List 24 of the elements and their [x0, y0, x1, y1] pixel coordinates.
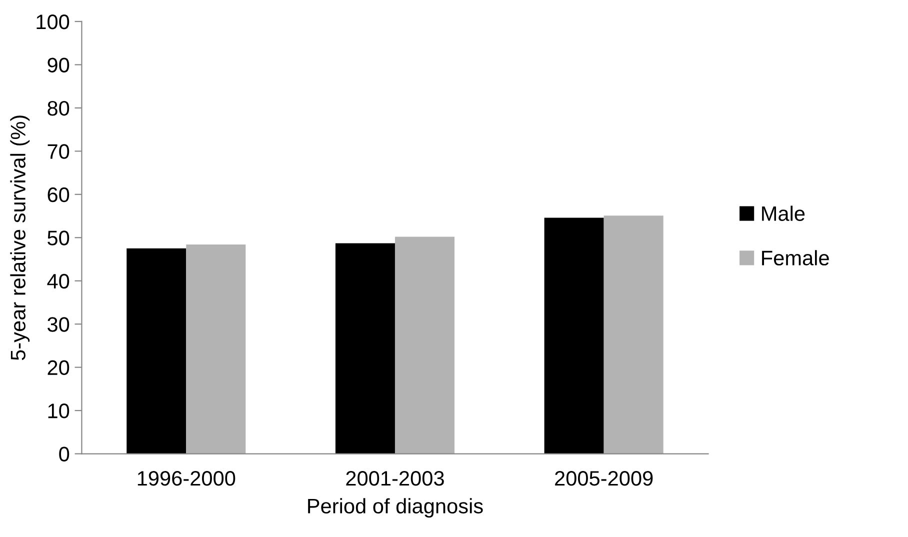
y-tick-label: 100 [36, 14, 70, 30]
bar [186, 244, 246, 454]
y-tick-label: 50 [48, 230, 70, 246]
bar [126, 248, 186, 454]
y-tick-label: 40 [47, 274, 70, 289]
y-tick-label: 20 [48, 360, 70, 376]
y-axis-title: 5-year relative survival (%) [10, 116, 30, 360]
y-tick-label: 80 [48, 100, 70, 116]
x-tick-label: 2005-2009 [555, 470, 653, 486]
x-tick-label: 2001-2003 [346, 470, 444, 486]
x-tick-label: 1996-2000 [138, 470, 236, 486]
y-tick-label: 30 [48, 317, 70, 332]
y-tick-label: 70 [48, 144, 70, 159]
bar [604, 216, 664, 454]
bar [544, 218, 604, 454]
x-axis-title: Period of diagnosis [308, 498, 483, 518]
y-tick-label: 60 [48, 187, 70, 202]
y-tick-label: 90 [48, 58, 70, 72]
bar [335, 243, 395, 454]
y-tick-label: 0 [59, 446, 70, 462]
legend-label: Female [762, 250, 829, 266]
y-tick-label: 10 [48, 404, 70, 418]
bar [394, 236, 454, 454]
legend-label: Male [762, 206, 805, 222]
